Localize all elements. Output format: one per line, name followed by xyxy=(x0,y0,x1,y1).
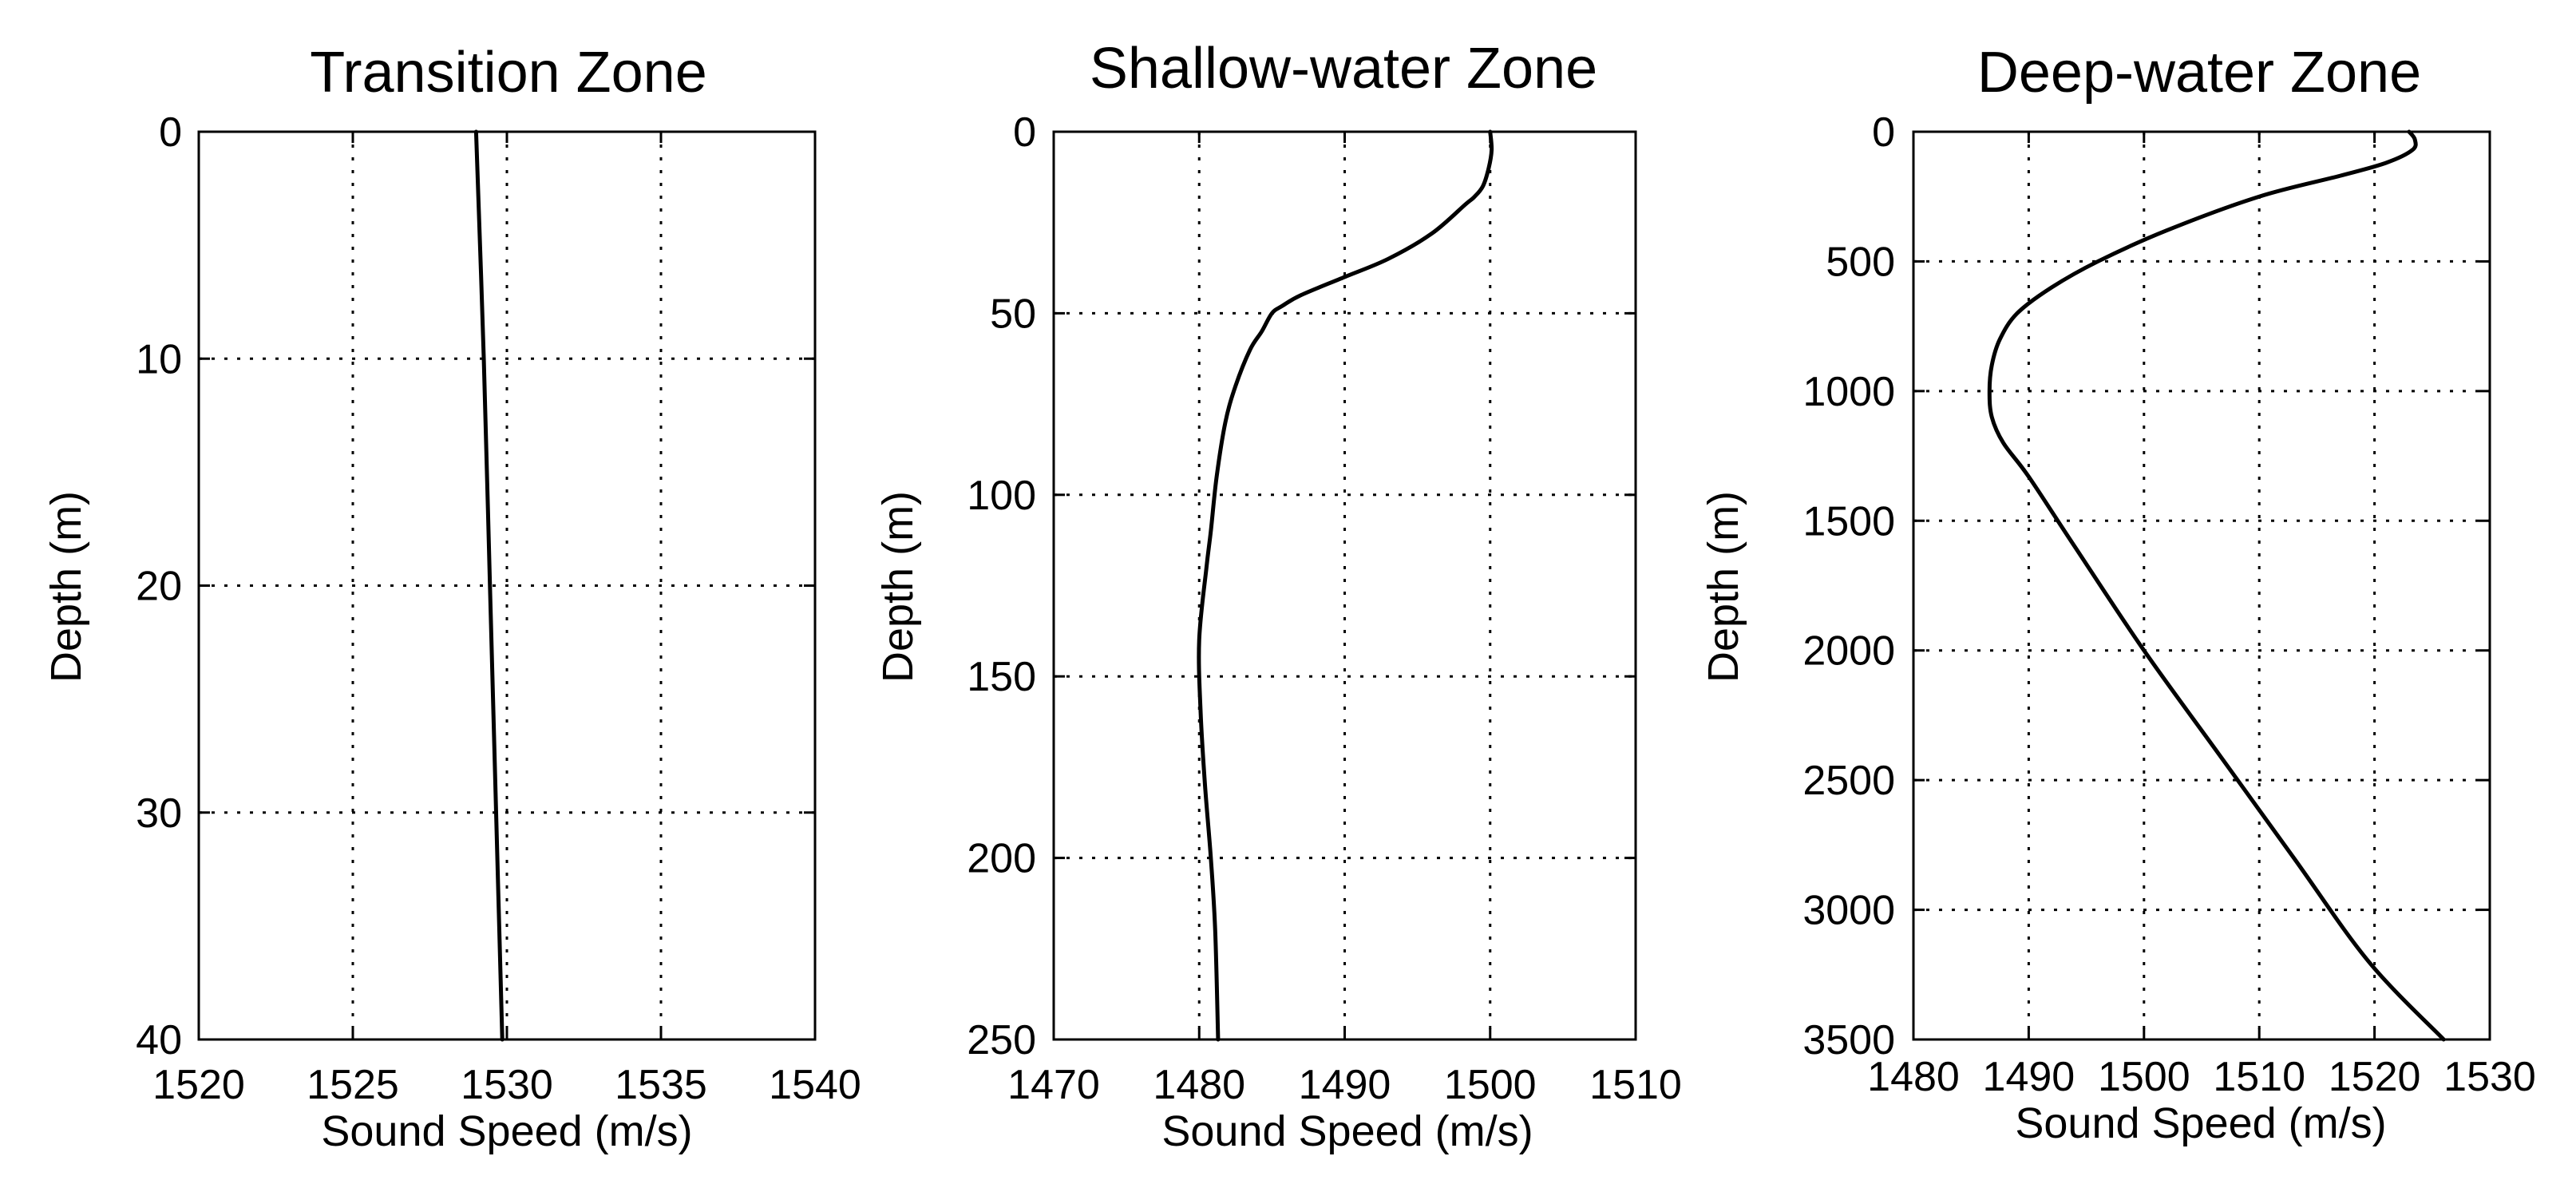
x-tick-label: 1480 xyxy=(1867,1054,1960,1100)
y-tick-label: 3000 xyxy=(1802,888,1895,934)
x-tick-label: 1535 xyxy=(615,1062,707,1108)
x-tick-label: 1490 xyxy=(1299,1062,1391,1108)
profile-curve xyxy=(1987,129,2446,1042)
panel-transition-zone: Transition Zone 1520 1525 1530 1535 1540 0 10 2… xyxy=(42,41,861,1155)
x-axis-label: Sound Speed (m/s) xyxy=(2015,1099,2386,1147)
x-axis-label: Sound Speed (m/s) xyxy=(1161,1107,1533,1155)
profile-curve xyxy=(473,129,505,1042)
x-tick-label: 1530 xyxy=(2443,1054,2536,1100)
y-tick-label: 20 xyxy=(136,564,182,610)
y-axis-label: Depth (m) xyxy=(1700,491,1747,683)
y-tick-label: 50 xyxy=(990,291,1036,337)
gridlines xyxy=(1913,132,2490,1039)
y-tick-label: 150 xyxy=(967,654,1036,700)
y-tick-label: 250 xyxy=(967,1017,1036,1063)
panel-title: Transition Zone xyxy=(310,41,707,105)
gridlines xyxy=(199,132,815,1039)
x-tick-label: 1500 xyxy=(1444,1062,1537,1108)
panel-title: Deep-water Zone xyxy=(1977,41,2421,105)
panel-deep-water-zone: Deep-water Zone 1480 1490 1500 1510 1520 1530… xyxy=(1700,41,2536,1147)
x-tick-label: 1470 xyxy=(1007,1062,1100,1108)
gridlines xyxy=(1054,132,1636,1039)
x-axis-label: Sound Speed (m/s) xyxy=(321,1107,692,1155)
y-tick-label: 2500 xyxy=(1802,758,1895,804)
x-tick-label: 1500 xyxy=(2098,1054,2190,1100)
y-tick-label: 10 xyxy=(136,336,182,382)
x-tick-label: 1520 xyxy=(152,1062,245,1108)
y-tick-label: 100 xyxy=(967,473,1036,519)
y-tick-label: 1500 xyxy=(1802,498,1895,544)
y-tick-label: 0 xyxy=(1013,109,1036,156)
y-tick-label: 500 xyxy=(1826,239,1895,285)
panel-shallow-water-zone: Shallow-water Zone 1470 1480 1490 1500 1510 0… xyxy=(874,37,1682,1155)
y-tick-label: 30 xyxy=(136,790,182,837)
x-tick-label: 1540 xyxy=(769,1062,861,1108)
panel-title: Shallow-water Zone xyxy=(1090,37,1597,101)
y-tick-label: 0 xyxy=(159,109,182,156)
x-tick-label: 1480 xyxy=(1153,1062,1245,1108)
tick-labels: 1470 1480 1490 1500 1510 0 50 100 150 200 250 xyxy=(967,109,1682,1108)
y-tick-label: 40 xyxy=(136,1017,182,1063)
y-tick-label: 1000 xyxy=(1802,369,1895,415)
profile-curve xyxy=(1197,129,1494,1042)
x-tick-label: 1520 xyxy=(2329,1054,2421,1100)
plot-frame xyxy=(1052,130,1637,1041)
y-tick-label: 2000 xyxy=(1802,628,1895,675)
y-tick-label: 0 xyxy=(1872,109,1895,156)
y-tick-label: 200 xyxy=(967,836,1036,882)
y-tick-label: 3500 xyxy=(1802,1017,1895,1063)
x-tick-label: 1510 xyxy=(1589,1062,1682,1108)
tick-labels: 1520 1525 1530 1535 1540 0 10 20 30 40 xyxy=(136,109,861,1108)
x-tick-label: 1510 xyxy=(2213,1054,2305,1100)
x-tick-label: 1530 xyxy=(461,1062,553,1108)
tick-labels: 1480 1490 1500 1510 1520 1530 0 500 1000 1500 2000… xyxy=(1802,109,2536,1100)
plot-frame xyxy=(1912,130,2491,1041)
y-axis-label: Depth (m) xyxy=(42,491,90,683)
x-tick-label: 1525 xyxy=(307,1062,399,1108)
y-axis-label: Depth (m) xyxy=(874,491,922,683)
x-tick-label: 1490 xyxy=(1983,1054,2075,1100)
